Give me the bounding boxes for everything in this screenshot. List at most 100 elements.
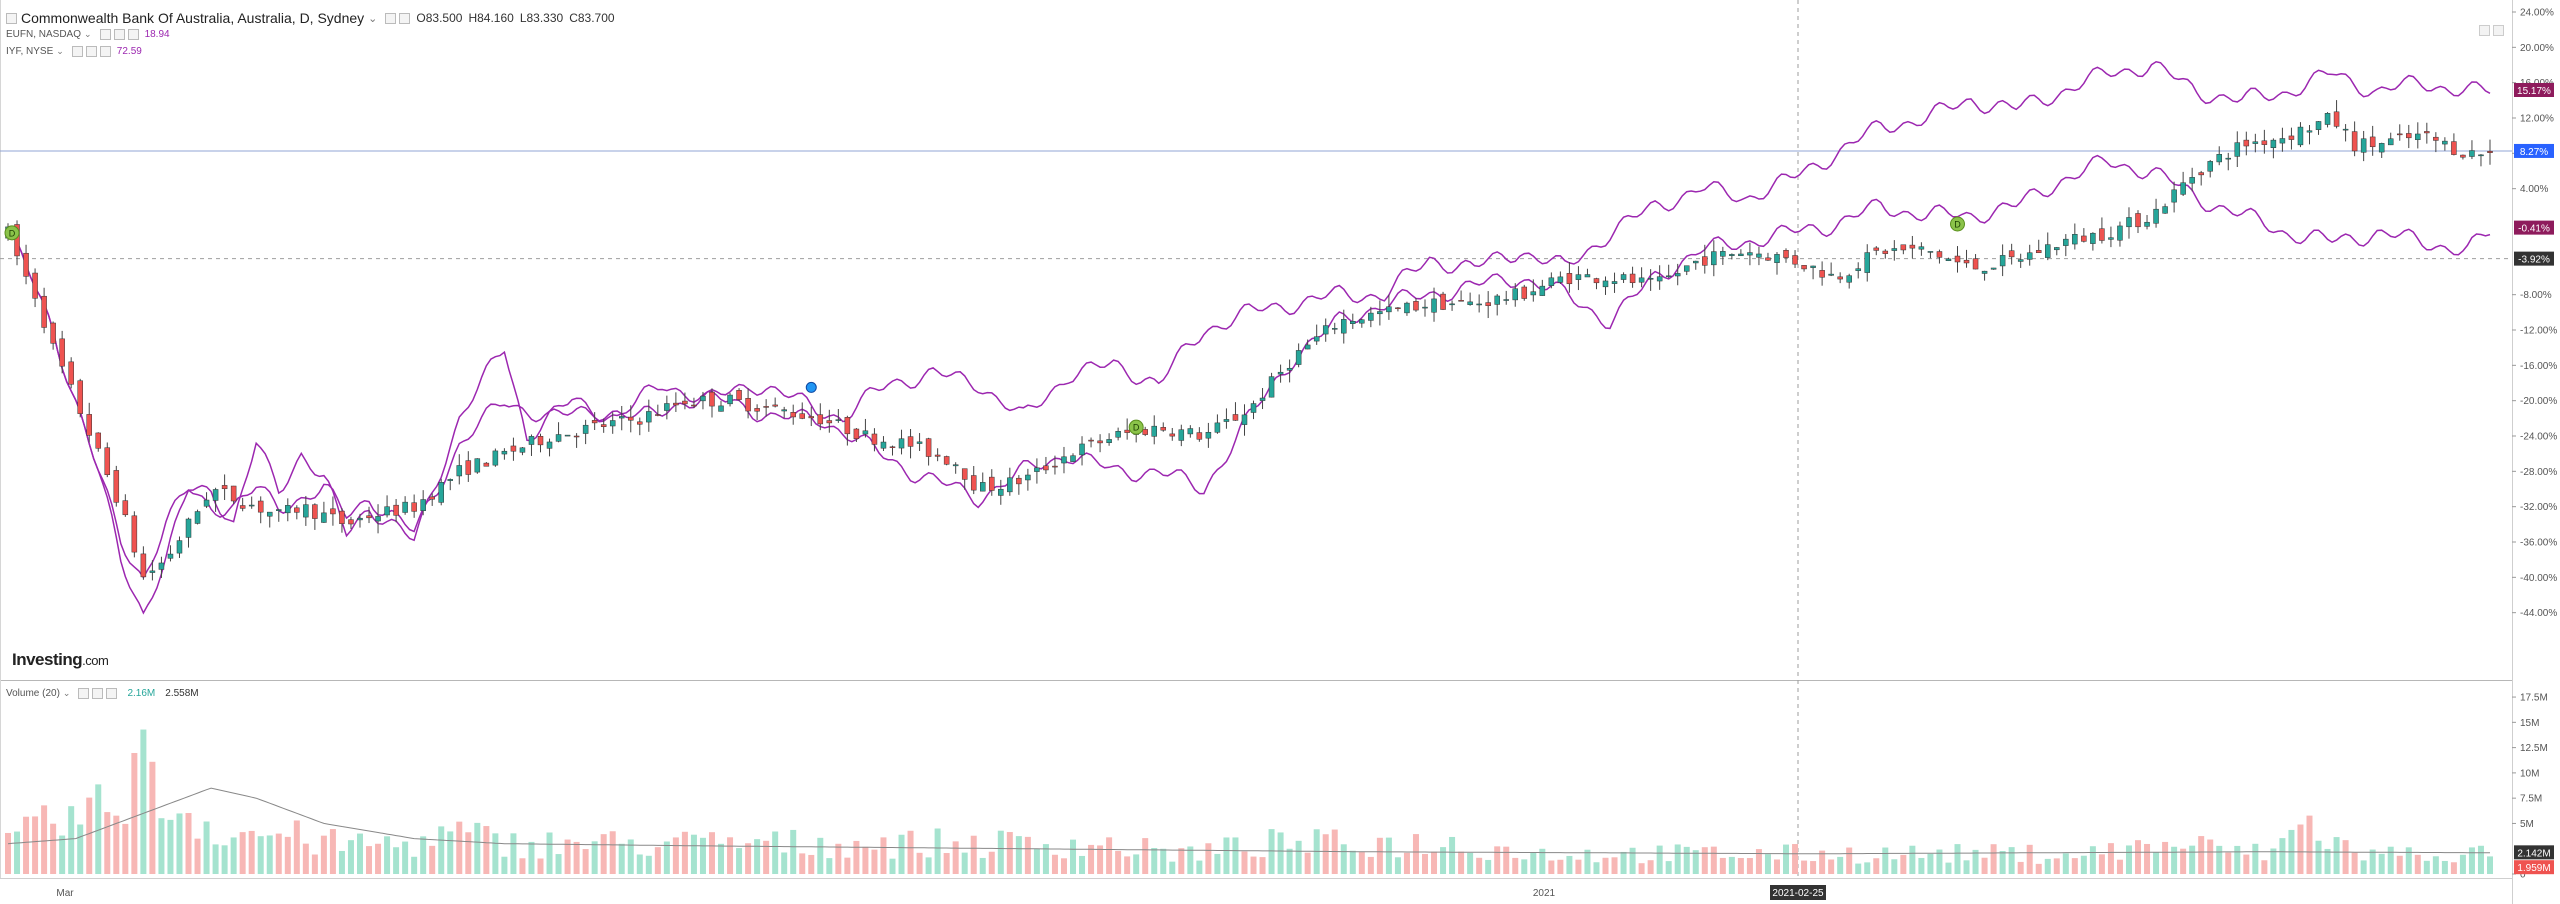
y-tick-label: -16.00% <box>2520 361 2557 372</box>
volume-bar <box>1278 832 1284 874</box>
volume-bar <box>763 841 769 874</box>
compare-legend-eufn: EUFN, NASDAQ ⌄ 18.94 <box>6 29 170 40</box>
volume-bar <box>817 838 823 874</box>
volume-bar <box>1160 849 1166 874</box>
candle <box>1468 293 1473 306</box>
volume-bar <box>2261 860 2267 874</box>
settings-icon[interactable] <box>385 13 396 24</box>
candle <box>1260 388 1265 409</box>
candle <box>1549 272 1554 288</box>
volume-bar <box>1684 847 1690 874</box>
volume-bar <box>186 813 192 874</box>
collapse-icon[interactable] <box>6 13 17 24</box>
candle-body <box>809 416 814 417</box>
volume-bar <box>2442 861 2448 874</box>
close-icon[interactable] <box>106 688 117 699</box>
settings-icon[interactable] <box>100 29 111 40</box>
hide-icon[interactable] <box>86 46 97 57</box>
volume-bar <box>222 845 228 874</box>
candle <box>1928 251 1933 258</box>
pane-maximize-icon[interactable] <box>2479 25 2490 36</box>
candle <box>926 438 931 466</box>
volume-bar <box>1621 852 1627 874</box>
candle <box>1043 457 1048 474</box>
candle <box>664 396 669 420</box>
candle <box>1720 247 1725 265</box>
y-tick-label: 4.00% <box>2520 184 2548 195</box>
candle-body <box>1774 254 1779 262</box>
volume-bar <box>2117 860 2123 874</box>
volume-bar <box>718 844 724 874</box>
volume-bar <box>122 824 128 874</box>
candle <box>2126 207 2131 238</box>
volume-bar <box>1133 854 1139 874</box>
candle <box>105 442 110 477</box>
candle <box>827 410 832 433</box>
volume-bar <box>2225 853 2231 874</box>
candle <box>2117 222 2122 247</box>
candle-body <box>1061 457 1066 463</box>
chevron-down-icon[interactable]: ⌄ <box>56 46 64 57</box>
candle-body <box>827 420 832 422</box>
candle <box>1089 438 1094 448</box>
candle-body <box>2126 217 2131 226</box>
candle-body <box>1404 303 1409 313</box>
volume-bar <box>1178 848 1184 874</box>
candle-body <box>953 465 958 466</box>
candle-body <box>583 425 588 433</box>
candle <box>2433 132 2438 152</box>
volume-bar <box>1891 859 1897 874</box>
volume-bar <box>2433 856 2439 874</box>
volume-bar <box>1648 860 1654 874</box>
candle <box>132 511 137 557</box>
volume-bar <box>1413 834 1419 874</box>
volume-bar <box>1575 860 1581 874</box>
volume-bar <box>1855 864 1861 874</box>
candle <box>2460 155 2465 160</box>
hide-icon[interactable] <box>114 29 125 40</box>
candle <box>1847 274 1852 289</box>
volume-bar <box>195 839 201 874</box>
pane-minimize-icon[interactable] <box>2493 25 2504 36</box>
volume-bar <box>655 847 661 874</box>
volume-bar <box>1016 836 1022 874</box>
volume-bar <box>2361 860 2367 874</box>
candle <box>1359 319 1364 328</box>
chevron-down-icon[interactable]: ⌄ <box>84 29 92 40</box>
candle <box>1666 265 1671 278</box>
candle-body <box>908 437 913 447</box>
candle-body <box>2172 190 2177 202</box>
volume-bar <box>1368 857 1374 874</box>
candle <box>1170 428 1175 441</box>
hide-icon[interactable] <box>92 688 103 699</box>
candle-body <box>2136 213 2141 226</box>
candle-body <box>457 465 462 476</box>
chevron-down-icon[interactable]: ⌄ <box>368 12 377 25</box>
candle-body <box>1314 337 1319 341</box>
volume-bar <box>68 806 74 874</box>
candle-body <box>1702 257 1707 266</box>
candle <box>1558 271 1563 284</box>
candle-body <box>1540 286 1545 295</box>
volume-bar <box>1954 844 1960 874</box>
chevron-down-icon[interactable]: ⌄ <box>63 688 71 699</box>
candle-body <box>1657 277 1662 281</box>
candle <box>1224 408 1229 428</box>
hide-icon[interactable] <box>399 13 410 24</box>
compare-label: IYF, NYSE <box>6 46 53 57</box>
close-icon[interactable] <box>100 46 111 57</box>
volume-bar <box>926 857 932 874</box>
candle-body <box>601 425 606 427</box>
candle-body <box>2298 127 2303 145</box>
volume-bar <box>2027 845 2033 874</box>
candle <box>502 448 507 460</box>
volume-bar <box>1783 845 1789 874</box>
ohlc-open: O83.500 <box>416 11 462 25</box>
candle-body <box>2108 238 2113 240</box>
candle-body <box>1395 308 1400 309</box>
candle-body <box>926 439 931 457</box>
settings-icon[interactable] <box>72 46 83 57</box>
close-icon[interactable] <box>128 29 139 40</box>
settings-icon[interactable] <box>78 688 89 699</box>
